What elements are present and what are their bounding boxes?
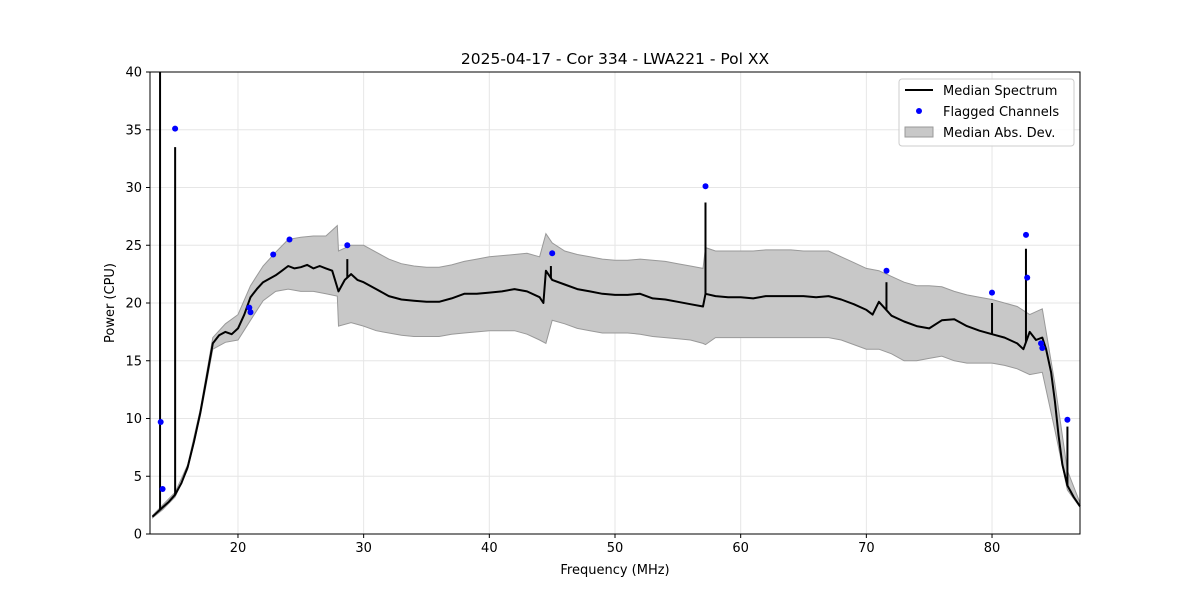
x-axis-label: Frequency (MHz): [560, 563, 669, 578]
chart-title: 2025-04-17 - Cor 334 - LWA221 - Pol XX: [461, 50, 770, 68]
y-axis-label: Power (CPU): [103, 263, 118, 343]
y-tick-label: 30: [125, 181, 142, 196]
y-tick-label: 20: [125, 297, 142, 312]
y-tick-label: 5: [134, 470, 142, 485]
flagged-channel-point: [1023, 231, 1029, 238]
x-tick-label: 30: [355, 541, 372, 556]
x-axis-ticks: 20 30 40 50 60 70 80: [230, 534, 1001, 556]
legend: Median Spectrum Flagged Channels Median …: [898, 78, 1075, 147]
flagged-channel-point: [883, 267, 890, 274]
median-spectrum-line: [151, 263, 1081, 518]
flagged-channel-point: [172, 125, 179, 132]
flagged-channel-point: [344, 242, 351, 249]
flagged-channel-point: [247, 309, 254, 316]
y-tick-label: 0: [134, 528, 142, 543]
y-tick-label: 25: [125, 239, 142, 254]
x-tick-label: 40: [481, 541, 498, 556]
flagged-channel-point: [702, 183, 709, 190]
x-tick-label: 50: [607, 541, 624, 556]
flagged-channel-point: [989, 289, 995, 296]
y-tick-label: 15: [125, 354, 142, 369]
y-tick-label: 40: [125, 66, 142, 81]
flagged-points-layer: [157, 125, 1071, 492]
median-line-layer: [151, 72, 1081, 518]
flagged-channel-point: [1064, 416, 1071, 423]
flagged-channel-point: [549, 250, 556, 257]
y-tick-label: 35: [125, 123, 142, 138]
mad-band-layer: [152, 224, 1081, 519]
x-tick-label: 80: [984, 541, 1001, 556]
flagged-channel-point: [246, 304, 253, 311]
flagged-channel-point: [270, 251, 277, 258]
x-tick-label: 20: [230, 541, 247, 556]
legend-box: [898, 78, 1075, 147]
legend-mad-swatch: [904, 126, 934, 138]
y-tick-label: 10: [125, 412, 142, 427]
legend-flagged-swatch: [916, 108, 922, 114]
flagged-channel-point: [157, 419, 164, 425]
legend-mad-label: Median Abs. Dev.: [943, 126, 1055, 141]
flagged-channel-point: [159, 486, 166, 492]
flagged-channel-point: [1039, 345, 1046, 351]
flagged-channel-point: [1024, 274, 1031, 281]
flagged-channel-point: [1038, 340, 1044, 347]
legend-median-label: Median Spectrum: [943, 84, 1057, 99]
x-tick-label: 70: [858, 541, 875, 556]
legend-flagged-label: Flagged Channels: [943, 105, 1059, 120]
mad-band: [152, 224, 1081, 519]
x-tick-label: 60: [732, 541, 749, 556]
flagged-channel-point: [286, 236, 293, 243]
y-axis-ticks: 0 5 10 15 20 25 30 35 40: [125, 66, 150, 543]
